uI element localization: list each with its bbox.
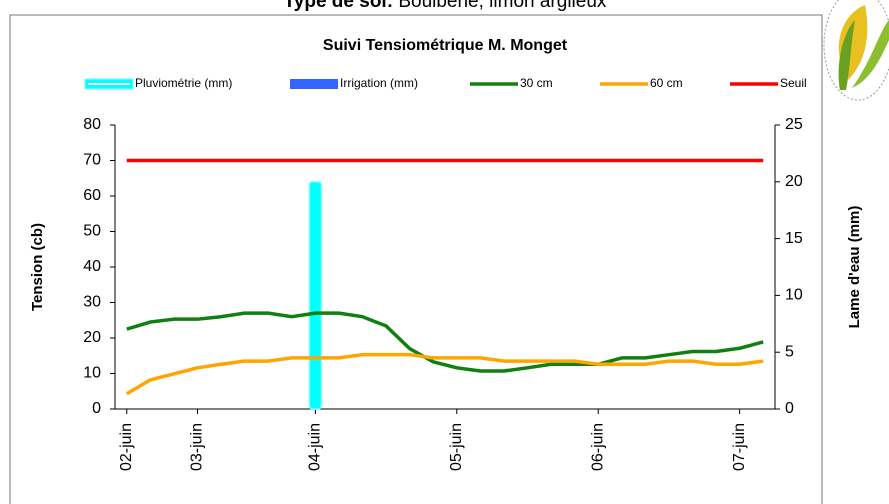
x-tick-label: 06-juin [589, 423, 606, 471]
x-tick-label: 02-juin [118, 423, 135, 471]
bar [309, 182, 321, 409]
legend-label: 60 cm [650, 76, 683, 90]
y-tick-label: 50 [83, 223, 101, 240]
y2-tick-label: 20 [785, 173, 803, 190]
y-tick-label: 20 [83, 329, 101, 346]
chart-title: Suivi Tensiométrique M. Monget [323, 37, 568, 54]
corn-icon [824, 0, 889, 100]
x-tick-label: 04-juin [307, 423, 324, 471]
y-tick-label: 30 [83, 294, 101, 311]
header: Type de sol: Boulbène, limon argileux [284, 0, 607, 12]
y2-axis-label: Lame d'eau (mm) [846, 206, 863, 329]
y-tick-label: 70 [83, 152, 101, 169]
y-tick-label: 0 [92, 400, 101, 417]
y2-tick-label: 15 [785, 230, 803, 247]
legend-swatch [290, 79, 338, 89]
chart: Type de sol: Boulbène, limon argileux Su… [0, 0, 889, 504]
y-axis-label: Tension (cb) [29, 223, 46, 311]
x-tick-label: 03-juin [189, 423, 206, 471]
y2-tick-label: 10 [785, 287, 803, 304]
x-tick-label: 07-juin [731, 423, 748, 471]
y2-tick-label: 25 [785, 116, 803, 133]
y2-tick-label: 5 [785, 343, 794, 360]
header-label: Type de sol: [284, 0, 393, 12]
legend-label: 30 cm [520, 76, 553, 90]
legend-label: Irrigation (mm) [340, 76, 418, 90]
y-tick-label: 80 [83, 116, 101, 133]
legend-label: Pluviométrie (mm) [135, 76, 232, 90]
y-tick-label: 40 [83, 258, 101, 275]
y-tick-label: 60 [83, 187, 101, 204]
x-tick-label: 05-juin [448, 423, 465, 471]
header-value: Boulbène, limon argileux [398, 0, 607, 12]
y-tick-label: 10 [83, 365, 101, 382]
legend-label: Seuil [780, 76, 807, 90]
y2-tick-label: 0 [785, 400, 794, 417]
